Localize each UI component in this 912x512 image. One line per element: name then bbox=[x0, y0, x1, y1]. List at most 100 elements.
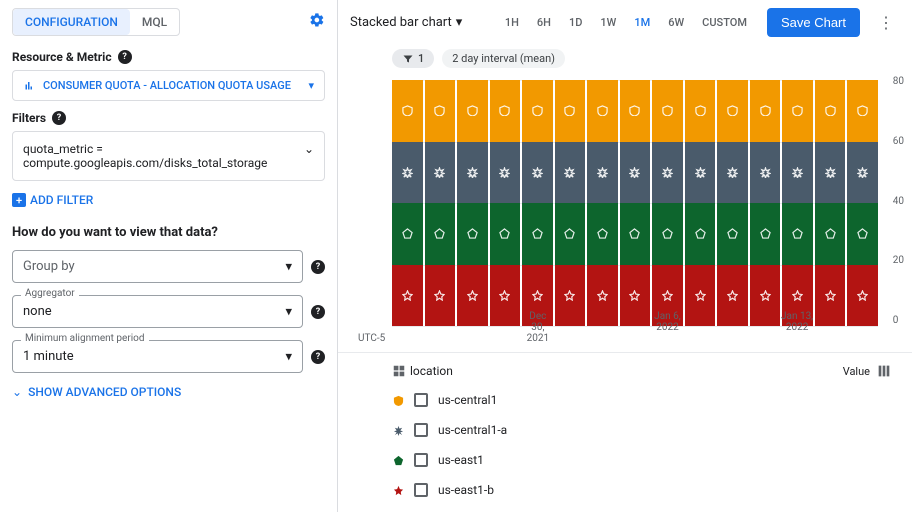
expand-icon[interactable]: ⌄ bbox=[304, 142, 314, 156]
bar-segment bbox=[457, 142, 488, 204]
bar-segment bbox=[782, 142, 813, 204]
settings-gear-icon[interactable] bbox=[309, 12, 325, 32]
time-range-1w[interactable]: 1W bbox=[592, 12, 624, 33]
bar-segment bbox=[717, 142, 748, 204]
bar[interactable] bbox=[392, 80, 423, 326]
bar-segment bbox=[457, 80, 488, 142]
bar[interactable] bbox=[815, 80, 846, 326]
bar-segment bbox=[490, 80, 521, 142]
bar-segment bbox=[587, 203, 618, 265]
legend-checkbox[interactable] bbox=[414, 453, 428, 467]
star-icon bbox=[392, 484, 404, 496]
bar[interactable] bbox=[652, 80, 683, 326]
tab-configuration[interactable]: CONFIGURATION bbox=[13, 9, 130, 35]
view-data-prompt: How do you want to view that data? bbox=[12, 225, 325, 240]
aggregator-select[interactable]: Aggregator none ▾ bbox=[12, 295, 303, 328]
y-tick: 80 bbox=[893, 76, 904, 87]
help-icon[interactable]: ? bbox=[311, 350, 325, 364]
chevron-down-icon: ▾ bbox=[308, 79, 314, 92]
bar-segment bbox=[587, 142, 618, 204]
metric-selector[interactable]: CONSUMER QUOTA - ALLOCATION QUOTA USAGE … bbox=[12, 70, 325, 101]
time-range-1m[interactable]: 1M bbox=[626, 12, 658, 33]
burst-icon bbox=[392, 424, 404, 436]
groupby-select[interactable]: Group by ▾ bbox=[12, 250, 303, 283]
x-tick: Jan 13, 2022 bbox=[781, 311, 813, 344]
bar-segment bbox=[652, 142, 683, 204]
legend-checkbox[interactable] bbox=[414, 483, 428, 497]
bar-segment bbox=[620, 203, 651, 265]
bar-segment bbox=[425, 142, 456, 204]
time-range-6h[interactable]: 6H bbox=[529, 12, 559, 33]
filter-expression[interactable]: quota_metric = compute.googleapis.com/di… bbox=[12, 131, 325, 181]
bar-segment bbox=[847, 203, 878, 265]
bar-segment bbox=[425, 203, 456, 265]
tab-mql[interactable]: MQL bbox=[130, 9, 179, 35]
bar[interactable] bbox=[782, 80, 813, 326]
legend-label: us-central1 bbox=[438, 393, 497, 407]
y-tick: 40 bbox=[893, 196, 904, 207]
bar[interactable] bbox=[425, 80, 456, 326]
time-range-1d[interactable]: 1D bbox=[561, 12, 590, 33]
time-range-custom[interactable]: CUSTOM bbox=[694, 12, 755, 33]
bar-segment bbox=[490, 203, 521, 265]
bar[interactable] bbox=[587, 80, 618, 326]
bar[interactable] bbox=[750, 80, 781, 326]
bar-segment bbox=[555, 142, 586, 204]
bar-segment bbox=[717, 203, 748, 265]
add-filter-button[interactable]: + ADD FILTER bbox=[12, 193, 325, 207]
bar-segment bbox=[457, 203, 488, 265]
y-tick: 20 bbox=[893, 255, 904, 266]
bar[interactable] bbox=[490, 80, 521, 326]
bar-segment bbox=[652, 80, 683, 142]
chevron-down-icon: ▾ bbox=[285, 349, 292, 364]
chart-filter-chips: 1 2 day interval (mean) bbox=[338, 45, 912, 76]
bar[interactable] bbox=[522, 80, 553, 326]
bar[interactable] bbox=[685, 80, 716, 326]
help-icon[interactable]: ? bbox=[311, 305, 325, 319]
bar-segment bbox=[717, 80, 748, 142]
bar-segment bbox=[782, 80, 813, 142]
more-menu-icon[interactable]: ⋮ bbox=[872, 13, 900, 32]
bar-segment bbox=[652, 203, 683, 265]
save-chart-button[interactable]: Save Chart bbox=[767, 8, 860, 37]
legend-checkbox[interactable] bbox=[414, 423, 428, 437]
chart-type-select[interactable]: Stacked bar chart ▾ bbox=[350, 15, 462, 30]
time-range-selector: 1H6H1D1W1M6WCUSTOM bbox=[497, 12, 755, 33]
bar-segment bbox=[522, 203, 553, 265]
bar[interactable] bbox=[457, 80, 488, 326]
chart-panel: Stacked bar chart ▾ 1H6H1D1W1M6WCUSTOM S… bbox=[338, 0, 912, 512]
bar[interactable] bbox=[555, 80, 586, 326]
interval-chip[interactable]: 2 day interval (mean) bbox=[442, 49, 565, 68]
bar[interactable] bbox=[620, 80, 651, 326]
help-icon[interactable]: ? bbox=[52, 111, 66, 125]
legend-item[interactable]: us-central1-a bbox=[382, 415, 892, 445]
bar[interactable] bbox=[717, 80, 748, 326]
legend-item[interactable]: us-central1 bbox=[382, 385, 892, 415]
filters-label: Filters ? bbox=[12, 111, 325, 125]
bar-segment bbox=[815, 80, 846, 142]
time-range-1h[interactable]: 1H bbox=[497, 12, 527, 33]
legend-checkbox[interactable] bbox=[414, 393, 428, 407]
bar[interactable] bbox=[847, 80, 878, 326]
chevron-down-icon: ▾ bbox=[456, 15, 463, 30]
bar-segment bbox=[490, 142, 521, 204]
x-tick: Jan 6, 2022 bbox=[651, 311, 683, 344]
plus-icon: + bbox=[12, 193, 26, 207]
legend-item[interactable]: us-east1-b bbox=[382, 475, 892, 505]
show-advanced-toggle[interactable]: ⌄ SHOW ADVANCED OPTIONS bbox=[12, 385, 325, 399]
columns-icon[interactable] bbox=[876, 363, 892, 379]
legend-item[interactable]: us-east1 bbox=[382, 445, 892, 475]
time-range-6w[interactable]: 6W bbox=[660, 12, 692, 33]
min-alignment-select[interactable]: Minimum alignment period 1 minute ▾ bbox=[12, 340, 303, 373]
filter-count-chip[interactable]: 1 bbox=[392, 49, 434, 68]
bar-segment bbox=[750, 203, 781, 265]
chevron-down-icon: ▾ bbox=[285, 259, 292, 274]
query-mode-tabs: CONFIGURATION MQL bbox=[12, 8, 180, 36]
resource-metric-label: Resource & Metric ? bbox=[12, 50, 325, 64]
legend-label: us-east1 bbox=[438, 453, 484, 467]
help-icon[interactable]: ? bbox=[311, 260, 325, 274]
chevron-down-icon: ▾ bbox=[285, 304, 292, 319]
stacked-bar-chart: 806040200 UTC-5 Dec 30, 2021Jan 6, 2022J… bbox=[338, 76, 912, 346]
help-icon[interactable]: ? bbox=[118, 50, 132, 64]
bar-segment bbox=[685, 203, 716, 265]
